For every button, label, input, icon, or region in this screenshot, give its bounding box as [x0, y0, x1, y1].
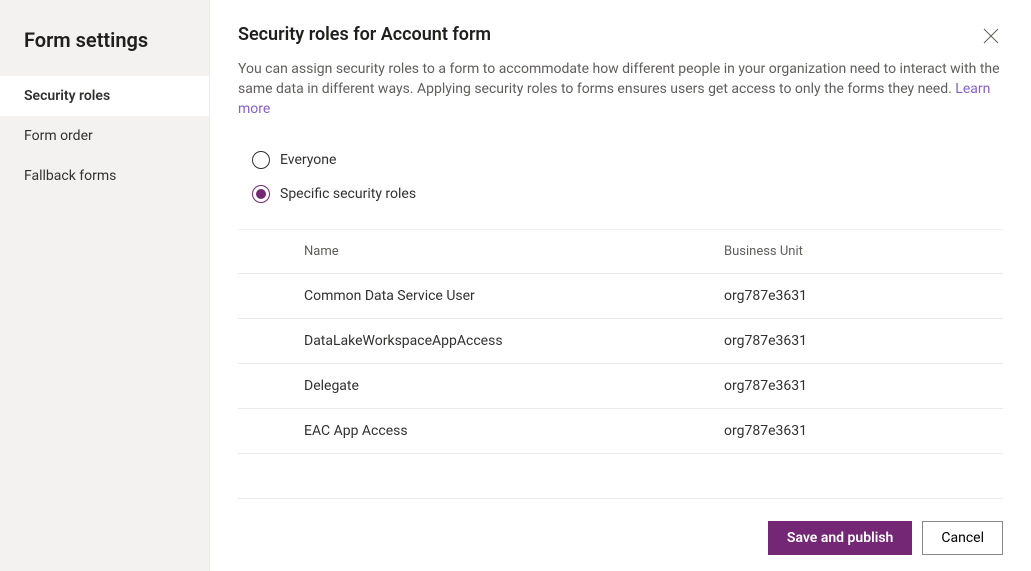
table-header-business-unit[interactable]: Business Unit — [714, 230, 1003, 274]
radio-option-specific[interactable]: Specific security roles — [252, 177, 1003, 211]
save-and-publish-button[interactable]: Save and publish — [768, 521, 912, 555]
roles-table-wrapper[interactable]: Name Business Unit Common Data Service U… — [238, 229, 1003, 501]
row-spacer — [238, 319, 294, 364]
cell-name: Common Data Service User — [294, 274, 714, 319]
sidebar-title: Form settings — [0, 20, 209, 76]
sidebar-item-label: Security roles — [24, 88, 110, 104]
cell-name: DataLakeWorkspaceAppAccess — [294, 319, 714, 364]
sidebar: Form settings Security roles Form order … — [0, 0, 210, 571]
table-row[interactable]: Delegate org787e3631 — [238, 364, 1003, 409]
roles-table: Name Business Unit Common Data Service U… — [238, 230, 1003, 501]
close-icon — [983, 28, 999, 44]
cell-name: Delegate — [294, 364, 714, 409]
radio-icon — [252, 185, 270, 203]
table-row[interactable] — [238, 454, 1003, 499]
cell-name: EAC App Access — [294, 409, 714, 454]
table-header-name[interactable]: Name — [294, 230, 714, 274]
cell-business-unit: org787e3631 — [714, 274, 1003, 319]
radio-label: Everyone — [280, 152, 336, 168]
radio-option-everyone[interactable]: Everyone — [252, 143, 1003, 177]
row-spacer — [238, 274, 294, 319]
close-button[interactable] — [975, 20, 1007, 52]
row-spacer — [238, 409, 294, 454]
table-header-spacer — [238, 230, 294, 274]
description-body: You can assign security roles to a form … — [238, 61, 1000, 97]
sidebar-item-fallback-forms[interactable]: Fallback forms — [0, 156, 209, 196]
table-header-row: Name Business Unit — [238, 230, 1003, 274]
sidebar-item-label: Fallback forms — [24, 168, 116, 184]
sidebar-item-security-roles[interactable]: Security roles — [0, 76, 209, 116]
table-row[interactable]: DataLakeWorkspaceAppAccess org787e3631 — [238, 319, 1003, 364]
table-row[interactable]: Common Data Service User org787e3631 — [238, 274, 1003, 319]
main-panel: Security roles for Account form You can … — [210, 0, 1031, 571]
access-radio-group: Everyone Specific security roles — [238, 143, 1003, 211]
cancel-button[interactable]: Cancel — [922, 521, 1003, 555]
cell-business-unit: org787e3631 — [714, 364, 1003, 409]
page-title: Security roles for Account form — [238, 24, 491, 45]
radio-icon — [252, 151, 270, 169]
description-text: You can assign security roles to a form … — [238, 59, 1003, 119]
row-spacer — [238, 364, 294, 409]
table-row[interactable]: EAC App Access org787e3631 — [238, 409, 1003, 454]
cell-business-unit: org787e3631 — [714, 319, 1003, 364]
radio-label: Specific security roles — [280, 186, 416, 202]
sidebar-item-form-order[interactable]: Form order — [0, 116, 209, 156]
sidebar-item-label: Form order — [24, 128, 93, 144]
main-header: Security roles for Account form — [238, 24, 1003, 59]
footer: Save and publish Cancel — [238, 501, 1003, 555]
cell-business-unit: org787e3631 — [714, 409, 1003, 454]
